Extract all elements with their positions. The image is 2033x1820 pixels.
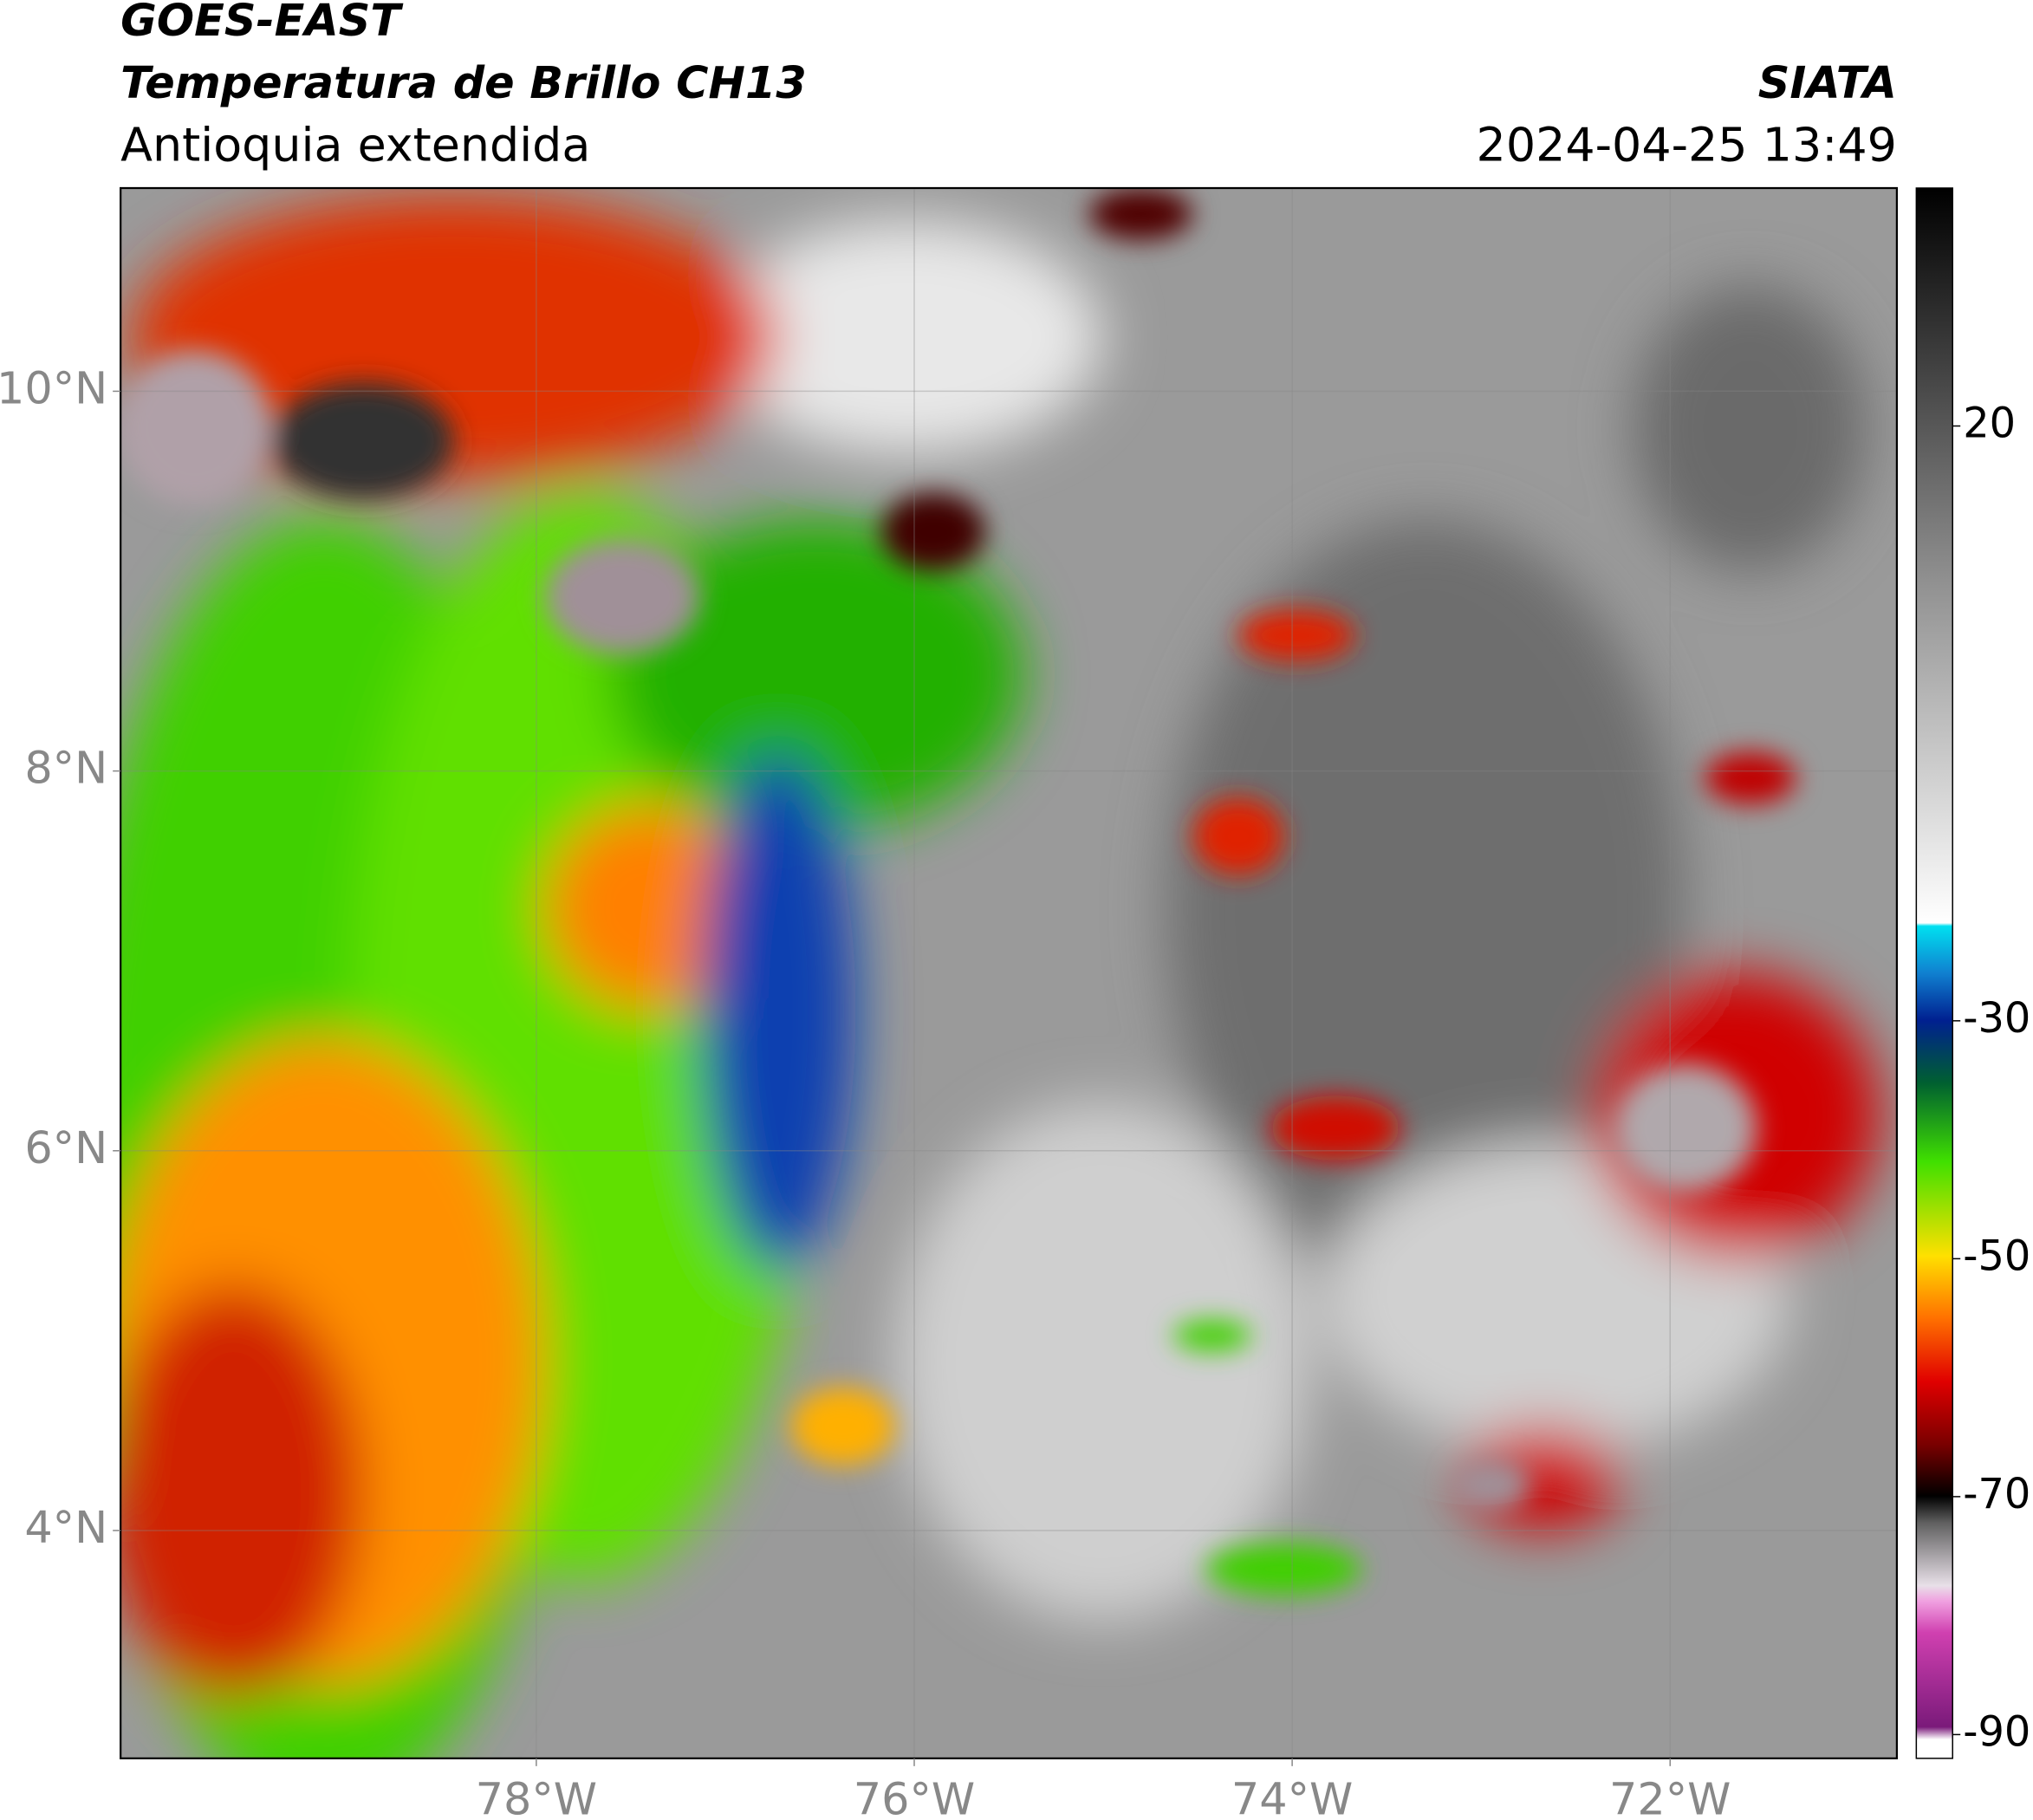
colorbar-tick-label: -70 <box>1963 1471 2030 1518</box>
y-tick-label: 4°N <box>24 1502 107 1553</box>
datetime: 2024-04-25 13:49 <box>1477 117 1897 172</box>
product: Temperatura de Brillo CH13 <box>120 57 807 108</box>
map-frame <box>120 186 1899 1759</box>
y-tick-label: 10°N <box>0 362 107 413</box>
colorbar-tick-label: -30 <box>1963 995 2030 1043</box>
colorbar-tick-label: -50 <box>1963 1232 2030 1280</box>
satellite: GOES-EAST <box>120 0 404 46</box>
y-tick-label: 6°N <box>24 1122 107 1173</box>
x-tick-label: 76°W <box>854 1774 975 1820</box>
x-tick-label: 78°W <box>476 1774 597 1820</box>
region: Antioquia extendida <box>120 117 590 172</box>
satellite-image <box>120 188 1897 1758</box>
x-tick-label: 74°W <box>1231 1774 1353 1820</box>
organization: SIATA <box>1758 57 1897 108</box>
colorbar-tick-label: -90 <box>1963 1708 2030 1756</box>
x-tick-label: 72°W <box>1609 1774 1731 1820</box>
title-block: GOES-EAST Temperatura de Brillo CH13 Ant… <box>120 0 1897 172</box>
graticule <box>120 188 1897 1758</box>
y-tick-label: 8°N <box>24 743 107 794</box>
colorbar-tick-label: 20 <box>1963 400 2016 448</box>
colorbar <box>1915 187 1953 1759</box>
